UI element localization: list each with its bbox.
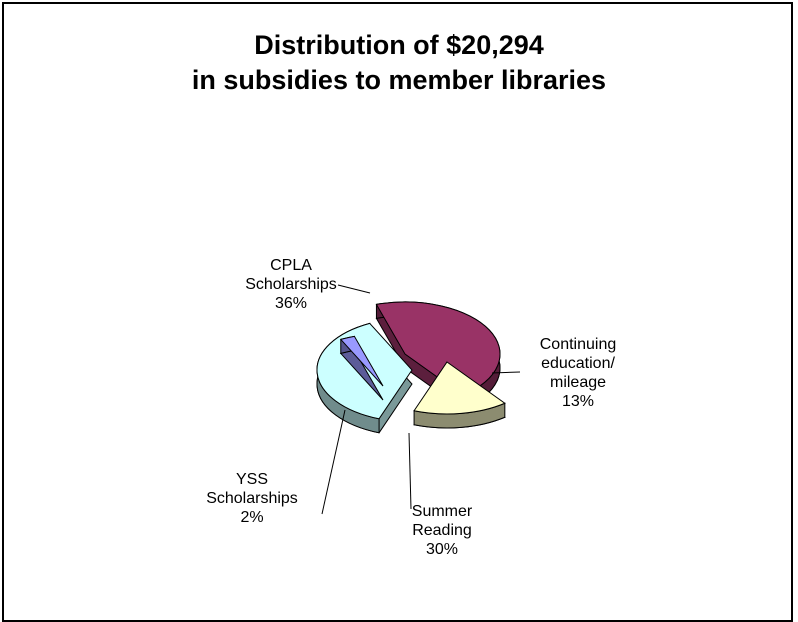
leader-line-4 — [321, 409, 346, 515]
leader-line-1 — [337, 284, 371, 294]
pie-slice-top-1 — [375, 301, 501, 396]
slice-label-3-line-2: Reading — [412, 522, 472, 539]
slice-label-3-line-3: 30% — [426, 541, 458, 558]
leader-lines — [321, 284, 521, 515]
pie-slice-4 — [339, 335, 384, 401]
slice-label-4: YSS Scholarships 2% — [206, 471, 298, 526]
leader-line-3 — [408, 432, 412, 510]
slice-label-2: Continuing education/mileage 13% — [540, 336, 617, 410]
slice-labels: CPLA Scholarships 36% Continuing education/m… — [206, 257, 616, 558]
pie-slice-top-2 — [413, 361, 506, 415]
slice-label-3: Summer Reading 30% — [412, 503, 473, 558]
slice-label-2-line-4: 13% — [562, 393, 594, 410]
slice-label-2-line-3: mileage — [550, 374, 606, 391]
slice-label-1-line-1: CPLA — [270, 257, 312, 274]
chart-title-line-2: in subsidies to member libraries — [191, 65, 607, 95]
slice-label-4-line-2: Scholarships — [206, 490, 298, 507]
pie-slice-2 — [413, 361, 506, 429]
pie-slice-top-4 — [339, 335, 384, 387]
chart-title-line-1: Distribution of $20,294 — [254, 30, 544, 60]
slice-label-4-line-3: 2% — [240, 509, 263, 526]
slice-label-1-line-2: Scholarships — [245, 276, 337, 293]
slice-label-2-line-2: education/ — [541, 355, 615, 372]
slice-label-1: CPLA Scholarships 36% — [245, 257, 337, 312]
slice-label-2-line-1: Continuing — [540, 336, 617, 353]
chart-title: Distribution of $20,294 in subsidies to … — [0, 28, 798, 98]
leader-line-2 — [491, 371, 521, 374]
slice-label-3-line-1: Summer — [412, 503, 473, 520]
pie-slices — [316, 301, 506, 434]
slice-label-1-line-3: 36% — [275, 295, 307, 312]
slice-label-4-line-1: YSS — [236, 471, 268, 488]
